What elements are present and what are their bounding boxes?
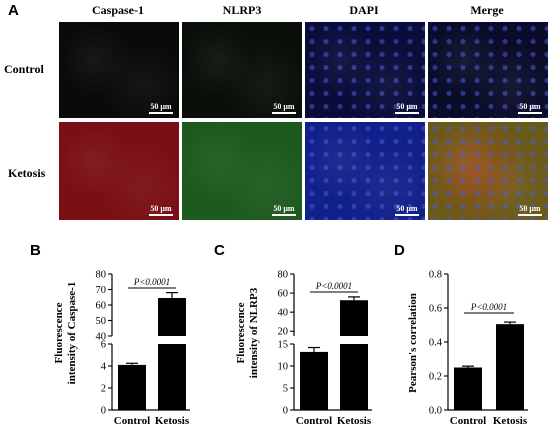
- scale-bar-line: [518, 214, 542, 216]
- significance-label: P<0.0001: [315, 281, 352, 291]
- y-tick-label: 80: [278, 270, 289, 281]
- panel-label-c: C: [214, 242, 225, 259]
- scale-bar: 50 μm: [272, 204, 296, 216]
- scale-bar: 50 μm: [149, 102, 173, 114]
- y-tick-label: 5: [283, 384, 288, 395]
- y-tick-label: 0: [283, 406, 288, 417]
- y-tick-label: 2: [101, 384, 106, 395]
- micrograph-control-nlrp3: 50 μm: [182, 22, 302, 118]
- row-header-ketosis: Ketosis: [8, 166, 46, 180]
- y-tick-label: 0.0: [429, 406, 442, 417]
- scale-bar-label: 50 μm: [273, 204, 295, 213]
- x-tick-label-control: Control: [296, 415, 332, 427]
- scale-bar-label: 50 μm: [150, 102, 172, 111]
- micrograph-ketosis-dapi: 50 μm: [305, 122, 425, 220]
- micrograph-ketosis-merge: 50 μm: [428, 122, 548, 220]
- scale-bar: 50 μm: [395, 102, 419, 114]
- significance-label: P<0.0001: [470, 302, 507, 312]
- bar-control: [454, 367, 482, 410]
- column-header-merge: Merge: [470, 3, 504, 17]
- micrograph-control-merge: 50 μm: [428, 22, 548, 118]
- y-axis-label: Fluorescence: [235, 302, 247, 363]
- scale-bar-line: [149, 112, 173, 114]
- column-header-nlrp3: NLRP3: [222, 3, 262, 17]
- y-tick-label: 10: [278, 362, 289, 373]
- bar-control: [118, 364, 146, 410]
- panel-label-a: A: [8, 2, 19, 19]
- y-tick-label: 60: [96, 301, 107, 312]
- chart-nlrp3: Fluorescence intensity of NLRP3 20 40 60 80 0 5…: [235, 270, 372, 427]
- scale-bar: 50 μm: [272, 102, 296, 114]
- scale-bar-label: 50 μm: [519, 204, 541, 213]
- y-tick-label: 50: [96, 316, 107, 327]
- x-tick-label-ketosis: Ketosis: [337, 415, 372, 427]
- y-axis-label: Pearson's correlation: [407, 293, 419, 393]
- scale-bar: 50 μm: [518, 204, 542, 216]
- micrograph-control-dapi: 50 μm: [305, 22, 425, 118]
- y-tick-label: 70: [96, 285, 107, 296]
- y-tick-label: 15: [278, 340, 289, 351]
- y-tick-label: 40: [96, 332, 107, 343]
- micrograph-ketosis-nlrp3: 50 μm: [182, 122, 302, 220]
- scale-bar: 50 μm: [395, 204, 419, 216]
- scale-bar-label: 50 μm: [273, 102, 295, 111]
- scale-bar-label: 50 μm: [519, 102, 541, 111]
- y-tick-label: 80: [96, 270, 107, 281]
- bar-ketosis: [340, 344, 368, 410]
- chart-caspase1: Fluorescence intensity of Caspase-1 405060…: [53, 270, 190, 427]
- column-header-caspase1: Caspase-1: [91, 3, 144, 17]
- y-tick-label: 4: [101, 362, 107, 373]
- panel-label-b: B: [30, 242, 41, 259]
- panel-label-d: D: [394, 242, 405, 259]
- x-tick-label-control: Control: [114, 415, 150, 427]
- scale-bar-line: [395, 214, 419, 216]
- row-header-control: Control: [4, 62, 44, 76]
- bar-ketosis: [158, 344, 186, 410]
- chart-pearson: Pearson's correlation 0.0 0.2 0.4 0.6 0.8 Cont…: [407, 270, 528, 427]
- scale-bar-label: 50 μm: [396, 102, 418, 111]
- x-tick-label-control: Control: [450, 415, 486, 427]
- y-tick-label: 0.8: [429, 270, 442, 281]
- scale-bar-line: [395, 112, 419, 114]
- bar-ketosis: [496, 324, 524, 410]
- y-tick-label: 60: [278, 289, 289, 300]
- y-tick-label: 0: [101, 406, 106, 417]
- scale-bar-line: [149, 214, 173, 216]
- x-tick-label-ketosis: Ketosis: [155, 415, 190, 427]
- y-axis-label: intensity of Caspase-1: [66, 282, 78, 385]
- scale-bar-line: [272, 112, 296, 114]
- x-tick-label-ketosis: Ketosis: [493, 415, 528, 427]
- scale-bar-label: 50 μm: [150, 204, 172, 213]
- y-tick-label: 0.4: [429, 338, 443, 349]
- y-tick-label: 6: [101, 340, 106, 351]
- y-tick-label: 0.2: [429, 372, 442, 383]
- micrograph-control-caspase1: 50 μm: [59, 22, 179, 118]
- scale-bar-line: [272, 214, 296, 216]
- y-axis-label: Fluorescence: [53, 302, 65, 363]
- column-header-dapi: DAPI: [349, 3, 379, 17]
- scale-bar-line: [518, 112, 542, 114]
- scale-bar-label: 50 μm: [396, 204, 418, 213]
- bar-control: [300, 351, 328, 410]
- y-tick-label: 0.6: [429, 304, 442, 315]
- bar-ketosis: [158, 298, 186, 336]
- micrograph-ketosis-caspase1: 50 μm: [59, 122, 179, 220]
- y-tick-label: 40: [278, 308, 289, 319]
- bar-ketosis: [340, 300, 368, 336]
- scale-bar: 50 μm: [149, 204, 173, 216]
- y-axis-label: intensity of NLRP3: [248, 287, 260, 378]
- y-tick-label: 20: [278, 327, 289, 338]
- significance-label: P<0.0001: [133, 277, 170, 287]
- scale-bar: 50 μm: [518, 102, 542, 114]
